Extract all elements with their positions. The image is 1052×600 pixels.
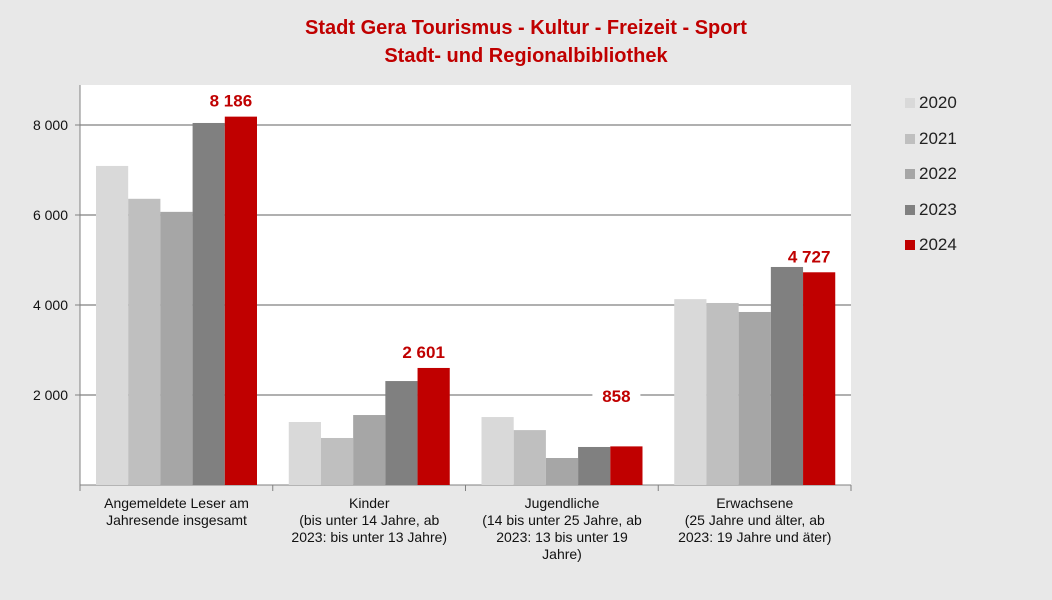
data-label-background: [592, 386, 641, 408]
bar-2021: [320, 437, 354, 485]
bar-2024: [224, 116, 257, 485]
bar-2020: [288, 422, 321, 485]
legend-label: 2024: [919, 235, 957, 254]
bar-2022: [545, 458, 579, 485]
legend-label: 2022: [919, 164, 957, 183]
data-label: 8 186: [210, 92, 253, 111]
legend-swatch: [905, 204, 915, 215]
y-tick-label: 8 000: [33, 117, 68, 133]
category-label-line: (bis unter 14 Jahre, ab: [299, 512, 440, 528]
bar-2022: [353, 415, 386, 485]
bar-2023: [192, 122, 225, 485]
bar-2023: [385, 381, 418, 485]
category-label-line: (25 Jahre und älter, ab: [684, 512, 825, 528]
category-label-line: 2023: 13 bis unter 19: [496, 529, 628, 545]
bar-2020: [481, 417, 514, 485]
y-tick-label: 2 000: [33, 387, 68, 403]
category-label: Erwachsene (25 Jahre und älter, ab 2023: 1…: [658, 495, 851, 546]
category-label-line: Erwachsene: [716, 495, 794, 511]
chart-subtitle: Stadt- und Regionalbibliothek: [384, 45, 668, 67]
bar-2021: [128, 198, 161, 486]
legend-swatch: [905, 133, 915, 144]
category-label: Jugendliche (14 bis unter 25 Jahre, ab 202…: [466, 495, 659, 563]
category-label: Angemeldete Leser am Jahresende insgesamt: [80, 495, 273, 529]
data-label: 858: [602, 387, 630, 406]
legend-item: 2023: [905, 200, 957, 220]
chart-title: Stadt Gera Tourismus - Kultur - Freizeit…: [305, 17, 747, 39]
bar-2020: [674, 299, 707, 485]
bar-2021: [706, 302, 739, 485]
bar-2022: [160, 211, 193, 485]
category-label-line: Jahre): [542, 546, 582, 562]
y-tick-label: 4 000: [33, 297, 68, 313]
bar-2024: [417, 367, 450, 485]
category-label-line: Kinder: [349, 495, 390, 511]
legend-swatch: [905, 98, 915, 108]
y-tick-label: 6 000: [33, 207, 68, 223]
data-label: 2 601: [402, 343, 445, 362]
bar-2024: [610, 446, 643, 485]
category-label-line: 2023: 19 Jahre und äter): [678, 529, 832, 545]
category-label-line: Angemeldete Leser am: [104, 495, 249, 511]
bar-2022: [738, 311, 771, 485]
category-label-line: (14 bis unter 25 Jahre, ab: [482, 512, 642, 528]
legend-label: 2020: [919, 93, 957, 112]
bar-2020: [96, 165, 129, 485]
category-label: Kinder (bis unter 14 Jahre, ab 2023: bis u…: [273, 495, 466, 546]
category-label-line: Jahresende insgesamt: [106, 512, 247, 528]
category-label-line: Jugendliche: [524, 495, 600, 511]
legend-swatch: [905, 169, 915, 179]
legend-swatch: [905, 240, 915, 250]
category-label-line: 2023: bis unter 13 Jahre): [291, 529, 448, 545]
bar-2023: [770, 266, 804, 485]
legend-label: 2023: [919, 199, 957, 219]
legend-item: 2024: [905, 235, 957, 255]
bar-2021: [513, 430, 546, 485]
legend-item: 2021: [905, 129, 957, 149]
bar-2024: [803, 272, 836, 485]
legend-item: 2022: [905, 164, 957, 184]
legend-item: 2020: [905, 93, 957, 113]
legend-label: 2021: [919, 128, 957, 148]
data-label: 4 727: [788, 247, 831, 266]
bar-2023: [578, 446, 611, 485]
